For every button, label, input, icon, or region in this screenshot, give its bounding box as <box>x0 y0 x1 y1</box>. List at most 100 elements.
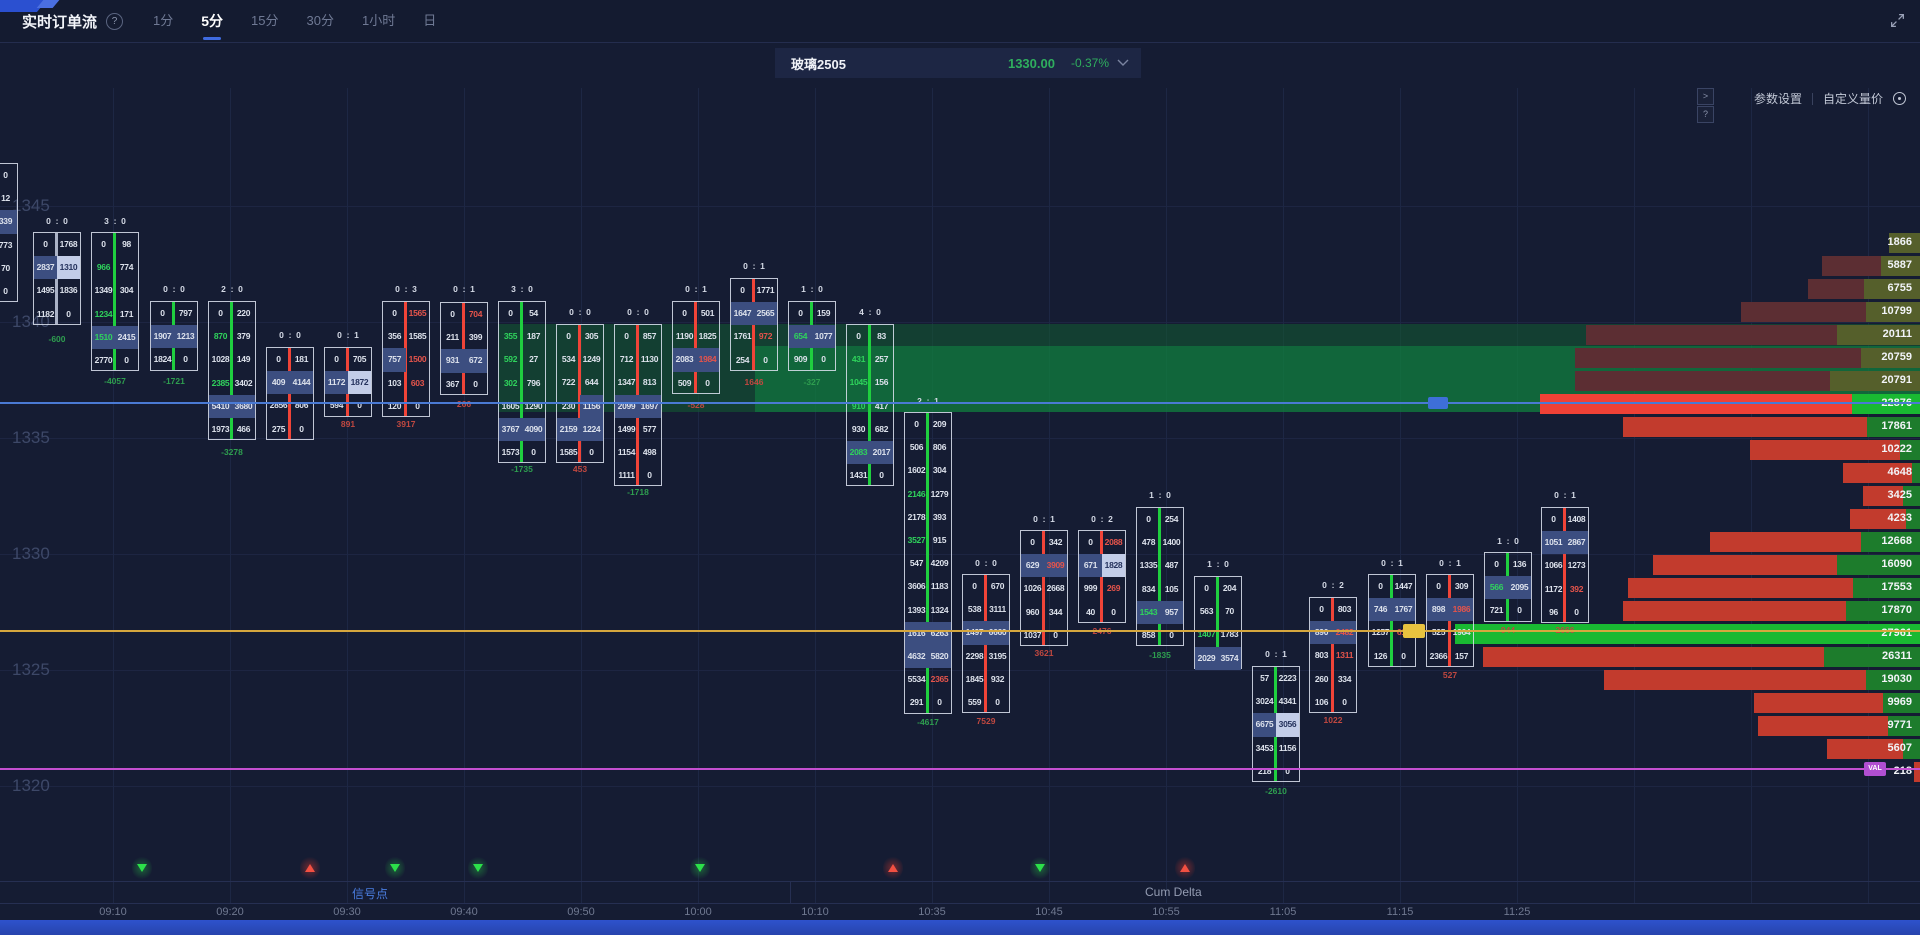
footprint-column[interactable]: 0 254 478 1400 1335 487 834 105 1543 957 858 0 <box>1136 507 1184 647</box>
profile-bar <box>1741 302 1920 322</box>
footprint-column[interactable]: 0 309 898 1986 525 1964 2366 157 <box>1426 574 1474 667</box>
delta-label: -3278 <box>221 447 243 457</box>
fullscreen-icon[interactable] <box>1889 12 1906 34</box>
timeframe-tabs: 1分 5分 15分 30分 1小时 日 <box>153 0 436 42</box>
footprint-row: 3606 1183 <box>905 575 951 598</box>
signal-down-icon[interactable] <box>1030 856 1050 880</box>
footprint-column[interactable]: 0 83 431 257 1045 156 910 417 930 682 2083 2017 1431… <box>846 324 894 487</box>
expand-panel-button[interactable]: > <box>1697 88 1714 105</box>
panel-help-button[interactable]: ? <box>1697 106 1714 123</box>
bid-volume-cell: 1182 <box>36 308 55 319</box>
footprint-row: 0 <box>0 280 17 303</box>
profile-bar-sell <box>1586 325 1837 345</box>
signal-down-icon[interactable] <box>690 856 710 880</box>
ask-volume-cell: 0 <box>299 423 304 434</box>
tab-5分[interactable]: 5分 <box>201 0 223 42</box>
footprint-row: 0 204 <box>1195 577 1241 600</box>
footprint-column[interactable]: 0 12 339 773 70 0 <box>0 163 18 303</box>
bottom-strip <box>0 920 1920 935</box>
profile-bar <box>1914 762 1920 782</box>
footprint-column[interactable]: 0 704 211 399 931 672 367 0 <box>440 302 488 395</box>
params-settings-button[interactable]: 参数设置 <box>1753 92 1802 106</box>
footprint-column[interactable]: 0 803 890 2482 803 1311 260 334 106 0 <box>1309 597 1357 713</box>
footprint-column[interactable]: 0 181 409 4144 2856 806 275 0 <box>266 347 314 440</box>
bid-volume-cell: 1573 <box>501 447 520 458</box>
help-icon[interactable]: ? <box>106 12 124 30</box>
bid-volume-cell: 409 <box>267 371 290 395</box>
delta-label: 453 <box>572 464 588 474</box>
profile-volume-label: 10222 <box>1881 443 1912 455</box>
signal-up-icon[interactable] <box>300 856 320 880</box>
ask-volume-cell: 156 <box>874 377 889 388</box>
footprint-row: 910 417 <box>847 395 893 418</box>
bid-volume-cell: 1335 <box>1139 560 1158 571</box>
signal-down-icon[interactable] <box>468 856 488 880</box>
footprint-row: 1907 1213 <box>151 325 197 349</box>
footprint-column[interactable]: 0 209 506 806 1602 304 2146 1279 2178 393 3527 915 5… <box>904 412 952 714</box>
tab-15分[interactable]: 15分 <box>251 13 279 28</box>
imbalance-header: 1 : 0 <box>1207 559 1229 569</box>
tab-1分[interactable]: 1分 <box>153 13 174 28</box>
signal-up-icon[interactable] <box>1175 856 1195 880</box>
price-gridline <box>0 206 1920 207</box>
footprint-row: 2146 1279 <box>905 483 951 506</box>
footprint-column[interactable]: 0 136 566 2095 721 0 <box>1484 552 1532 622</box>
bid-volume-cell: 0 <box>1319 604 1324 614</box>
target-icon[interactable] <box>1893 92 1906 105</box>
profile-bar <box>1758 716 1920 736</box>
ask-volume-cell: 932 <box>990 673 1005 684</box>
time-gridline <box>1517 88 1518 903</box>
footprint-row: 70 <box>0 257 17 280</box>
tab-日[interactable]: 日 <box>423 13 437 28</box>
signal-down-icon[interactable] <box>132 856 152 880</box>
signal-down-icon[interactable] <box>385 856 405 880</box>
toolbar-divider <box>1811 92 1813 105</box>
footprint-column[interactable]: 0 342 629 3909 1026 2668 960 344 1037 0 <box>1020 530 1068 646</box>
footprint-column[interactable]: 0 305 534 1249 722 644 230 1156 2159 1224 1585 0 <box>556 324 604 464</box>
footprint-column[interactable]: 0 1771 1647 2565 1761 972 254 0 <box>730 278 778 371</box>
ask-volume-cell: 813 <box>642 377 657 388</box>
profile-bar-buy <box>1846 601 1920 621</box>
footprint-column[interactable]: 0 705 1172 1872 594 0 <box>324 347 372 417</box>
signal-up-icon[interactable] <box>883 856 903 880</box>
footprint-column[interactable]: 0 159 654 1077 909 0 <box>788 301 836 371</box>
footprint-column[interactable]: 0 2088 671 1828 999 269 40 0 <box>1078 530 1126 623</box>
tab-1小时[interactable]: 1小时 <box>361 13 396 28</box>
footprint-row: 0 209 <box>905 413 951 436</box>
footprint-row: 275 0 <box>267 418 313 441</box>
footprint-column[interactable]: 0 857 712 1130 1347 813 2099 1697 1499 577 1154 498… <box>614 324 662 487</box>
footprint-column[interactable]: 0 1408 1051 2867 1066 1273 1172 392 96 0 <box>1541 507 1589 623</box>
footprint-row: 0 342 <box>1021 531 1067 554</box>
footprint-row: 302 796 <box>499 372 545 395</box>
footprint-column[interactable]: 0 797 1907 1213 1824 0 <box>150 301 198 371</box>
ask-volume-cell: 501 <box>700 308 715 318</box>
ask-volume-cell: 1311 <box>1335 650 1354 661</box>
footprint-column[interactable]: 0 204 563 70 1407 1783 2029 3574 <box>1194 576 1242 670</box>
chevron-down-icon[interactable] <box>1117 54 1129 72</box>
bid-volume-cell: 0 <box>798 308 803 318</box>
footprint-column[interactable]: 0 1565 356 1585 757 1500 103 603 120 0 <box>382 301 430 417</box>
footprint-column[interactable]: 57 2223 3024 4341 6675 3056 3453 1156 218 0 <box>1252 666 1300 782</box>
footprint-column[interactable]: 0 54 355 187 592 27 302 796 1605 1290 3767 4090 1573… <box>498 301 546 464</box>
instrument-selector[interactable]: 玻璃2505 1330.00 -0.37% <box>775 48 1141 78</box>
ask-volume-cell: 1130 <box>640 354 659 365</box>
footprint-column[interactable]: 0 220 870 379 1028 149 2385 3402 5410 3680 1973 466 <box>208 301 256 441</box>
ask-volume-cell: 577 <box>642 423 657 434</box>
ask-volume-cell: 806 <box>932 442 947 453</box>
footprint-column[interactable]: 0 98 966 774 1349 304 1234 171 1510 2415 2770 0 <box>91 232 139 372</box>
imbalance-header: 0 : 1 <box>1033 514 1055 524</box>
footprint-column[interactable]: 01447746176712576141260 <box>1368 574 1416 667</box>
footprint-row: 1431 0 <box>847 464 893 487</box>
footprint-column[interactable]: 0 501 1190 1825 2083 1984 509 0 <box>672 301 720 394</box>
ask-volume-cell: 705 <box>352 354 367 364</box>
custom-volume-price-button[interactable]: 自定义量价 <box>1822 92 1883 106</box>
footprint-column[interactable]: 0 1768 2837 1310 1495 1836 1182 0 <box>33 232 81 325</box>
time-axis-label: 09:20 <box>216 906 244 918</box>
profile-bar-buy <box>1883 693 1920 713</box>
footprint-column[interactable]: 0 670 538 3111 1497 6660 2298 3195 1845 932 559 0 <box>962 574 1010 714</box>
footprint-row: 1182 0 <box>34 303 80 326</box>
profile-bar-buy <box>1455 624 1920 644</box>
imbalance-header: 2 : 0 <box>221 284 243 294</box>
ask-volume-cell: 1156 <box>1278 742 1297 753</box>
tab-30分[interactable]: 30分 <box>306 13 334 28</box>
